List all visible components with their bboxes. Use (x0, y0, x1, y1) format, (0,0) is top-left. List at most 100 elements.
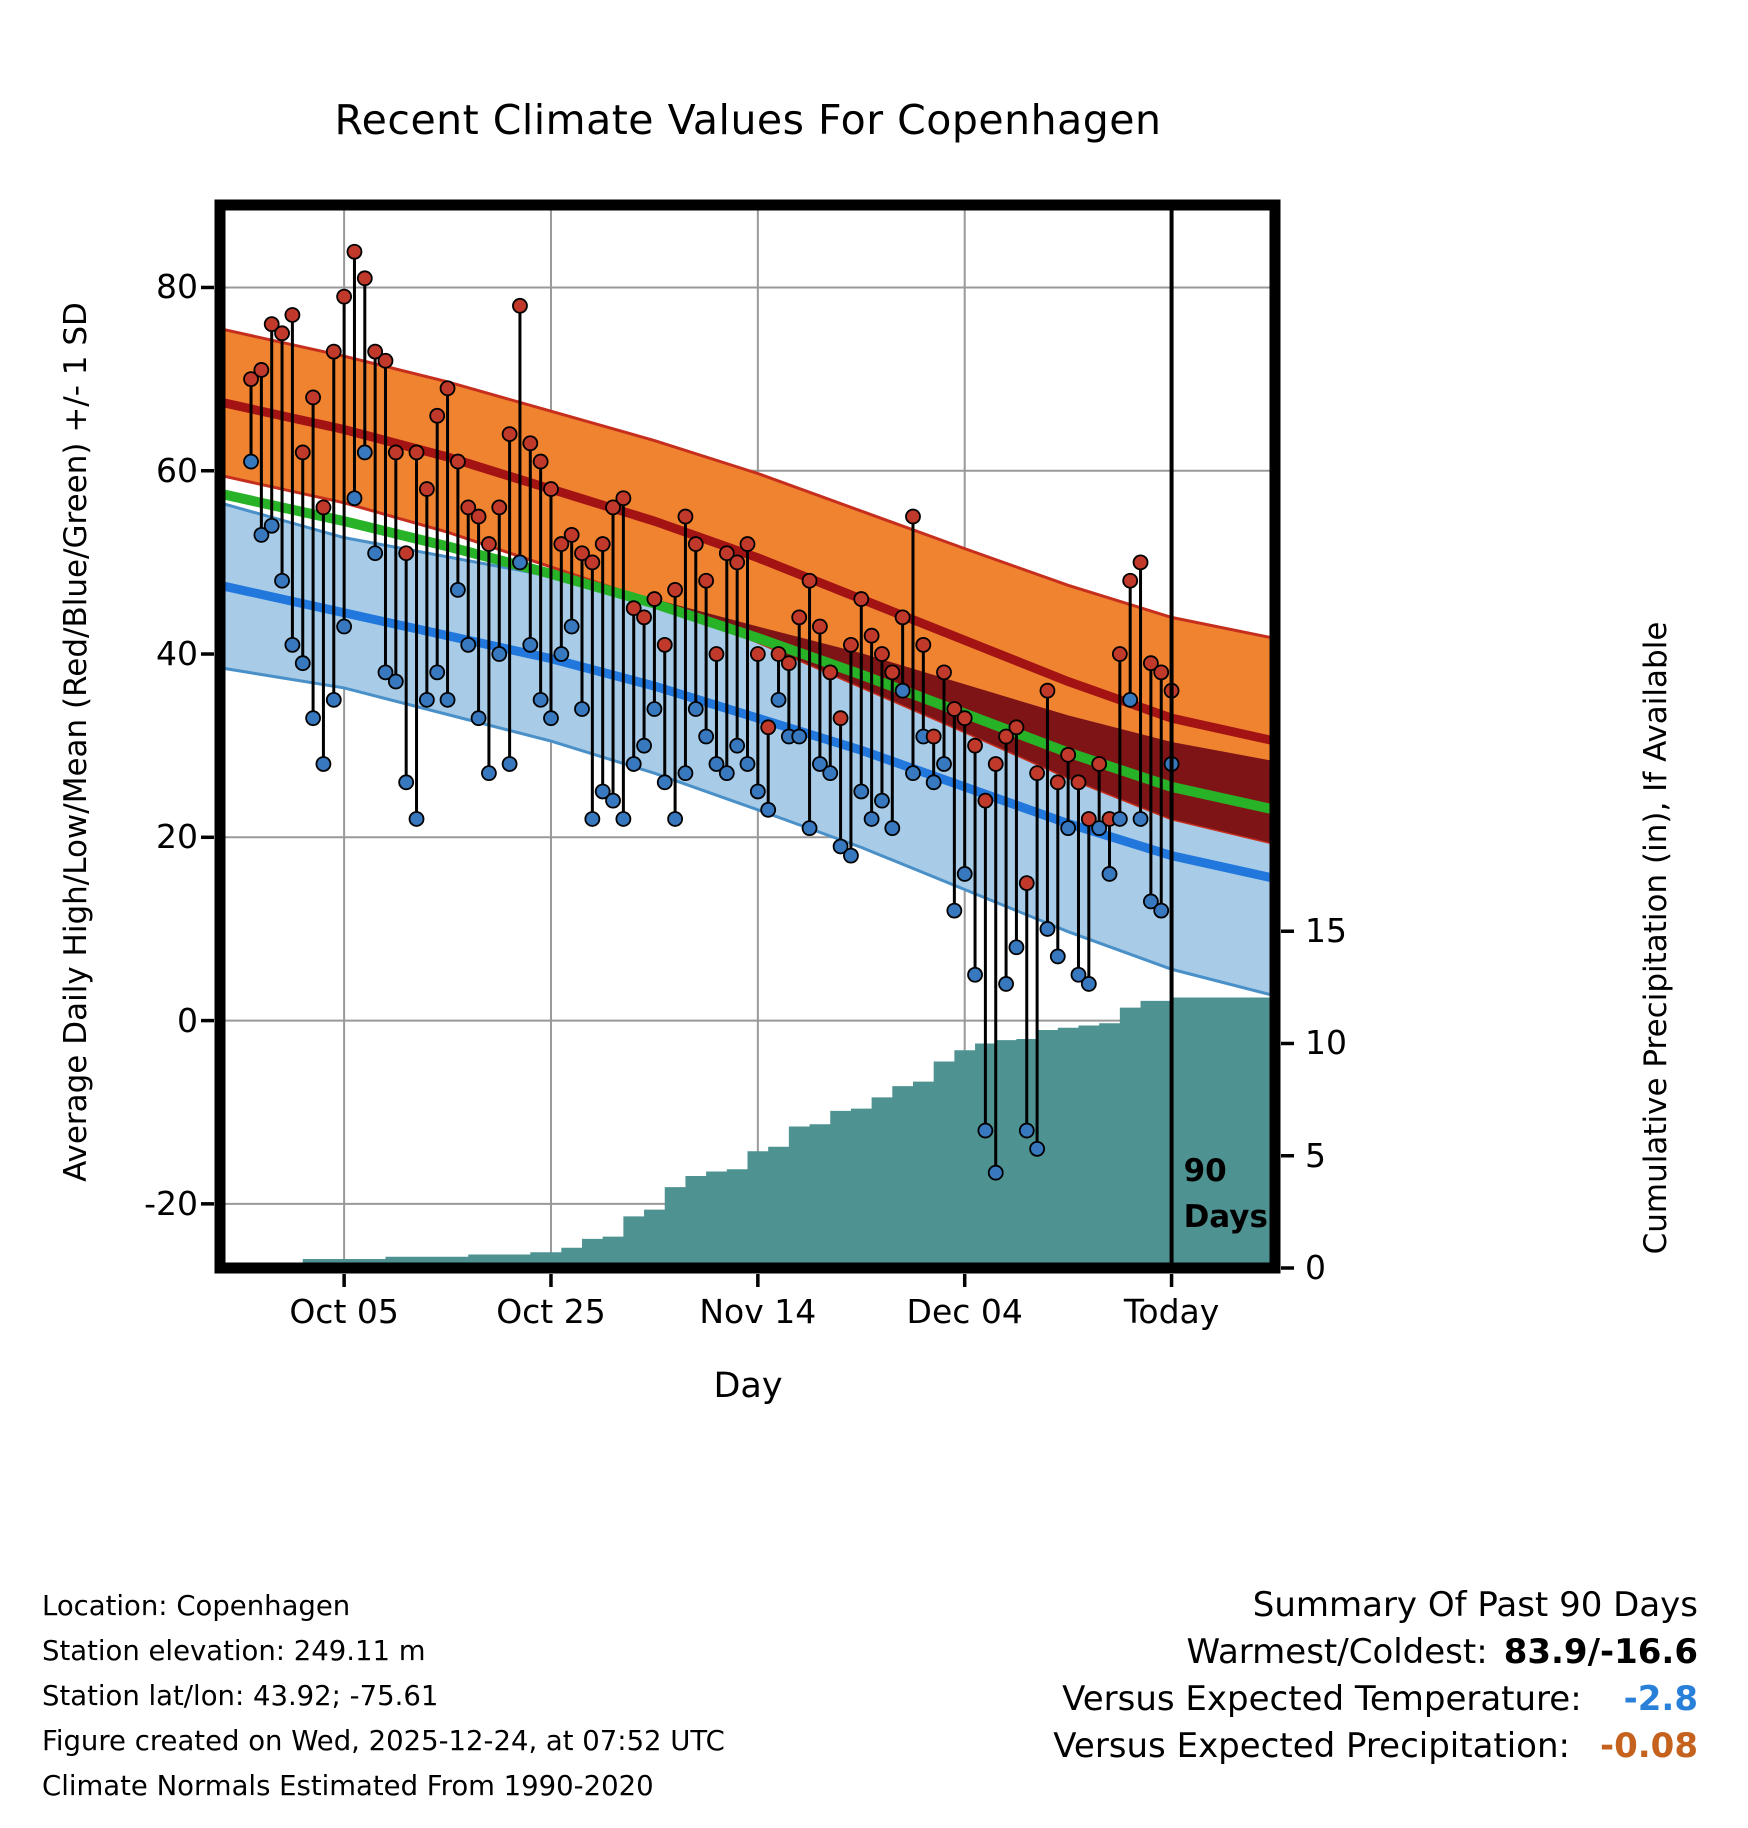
daily-low-dot (501, 756, 518, 772)
daily-high-dot (812, 618, 828, 635)
daily-high-dot (1060, 746, 1077, 763)
y-left-tick-label: 0 (177, 1000, 198, 1040)
daily-high-dot (501, 426, 518, 442)
y-left-tick-label: 40 (156, 634, 198, 674)
daily-high-dot (998, 728, 1014, 745)
daily-high-dot (915, 636, 932, 653)
climate-plot: 90 Days (201, 199, 1294, 1287)
daily-low-dot (625, 756, 642, 772)
daily-high-dot (377, 352, 394, 369)
daily-high-dot (791, 609, 808, 626)
daily-low-dot (956, 866, 973, 882)
daily-high-low-whiskers (243, 243, 1180, 1181)
summary-value-warmest-coldest: 83.9/-16.6 (1503, 1632, 1698, 1672)
daily-low-dot (656, 774, 673, 791)
daily-low-dot (853, 783, 870, 800)
daily-high-dot (408, 444, 425, 461)
y-left-tick-label: 20 (156, 817, 198, 857)
daily-low-dot (770, 691, 787, 708)
daily-low-dot (1080, 976, 1097, 992)
daily-low-dot (470, 710, 487, 727)
daily-high-dot (387, 444, 404, 461)
daily-low-dot (739, 756, 756, 772)
daily-high-dot (429, 407, 446, 424)
daily-high-dot (636, 609, 652, 626)
daily-high-dot (760, 719, 777, 736)
daily-low-dot (801, 820, 818, 837)
daily-low-dot (1070, 966, 1087, 983)
daily-high-dot (398, 545, 415, 562)
daily-high-dot (698, 572, 715, 589)
daily-high-dot (439, 380, 456, 397)
daily-high-dot (315, 499, 332, 516)
summary-row-vs-temperature: Versus Expected Temperature: -2.8 (1053, 1676, 1698, 1723)
daily-low-dot (905, 765, 921, 782)
x-tick-label: Oct 25 (496, 1292, 606, 1331)
x-axis-title: Day (713, 1366, 783, 1406)
daily-low-dot (584, 811, 601, 827)
daily-low-dot (356, 444, 373, 461)
meta-location: Location: Copenhagen (42, 1590, 351, 1622)
daily-high-dot (605, 499, 621, 516)
daily-high-dot (584, 554, 601, 571)
daily-low-dot (925, 774, 942, 791)
daily-high-dot (739, 536, 756, 552)
daily-low-dot (698, 728, 715, 745)
daily-low-dot (377, 664, 394, 681)
summary-row-vs-precipitation: Versus Expected Precipitation: -0.08 (1053, 1723, 1698, 1770)
figure-metadata: Location: Copenhagen Station elevation: … (42, 1584, 725, 1809)
daily-low-dot (843, 847, 859, 864)
daily-low-dot (832, 838, 849, 855)
y-right-tick-label: 10 (1305, 1023, 1347, 1063)
daily-high-dot (481, 536, 497, 552)
svg-text:Days: Days (1184, 1199, 1268, 1235)
daily-low-dot (594, 783, 611, 800)
y-right-tick-label: 0 (1305, 1248, 1326, 1287)
daily-low-dot (718, 765, 735, 782)
y-left-tick-label: 60 (156, 450, 198, 490)
daily-low-dot (977, 1122, 994, 1139)
y-left-tick-label: 80 (156, 267, 198, 307)
y-left-tick-label: -20 (144, 1183, 198, 1223)
summary-value-vs-temperature: -2.8 (1623, 1679, 1698, 1719)
svg-text:90: 90 (1184, 1153, 1227, 1189)
meta-latlon: Station lat/lon: 43.92; -75.61 (42, 1680, 439, 1712)
daily-low-dot (294, 655, 311, 672)
daily-low-dot (729, 737, 746, 754)
daily-low-dot (512, 554, 528, 571)
daily-high-dot (656, 636, 673, 653)
daily-low-dot (615, 811, 632, 827)
daily-high-dot (543, 481, 559, 497)
daily-high-dot (729, 554, 746, 571)
daily-high-dot (687, 536, 704, 552)
daily-low-dot (708, 756, 725, 772)
meta-elevation: Station elevation: 249.11 m (42, 1635, 426, 1667)
x-tick-label: Dec 04 (906, 1292, 1023, 1331)
daily-low-dot (325, 691, 342, 708)
daily-high-dot (801, 572, 818, 589)
daily-low-dot (253, 526, 270, 543)
daily-low-dot (967, 966, 983, 983)
daily-low-dot (1029, 1140, 1046, 1157)
daily-low-dot (1111, 811, 1128, 827)
daily-high-dot (667, 581, 683, 598)
daily-high-dot (874, 646, 890, 662)
daily-high-dot (284, 307, 301, 323)
daily-high-dot (263, 316, 280, 333)
daily-low-dot (346, 490, 363, 507)
daily-high-dot (449, 453, 466, 470)
daily-low-dot (398, 774, 415, 791)
daily-low-dot (491, 646, 508, 662)
daily-high-dot (884, 664, 901, 681)
daily-low-dot (336, 618, 353, 635)
daily-low-dot (1039, 921, 1056, 937)
daily-low-dot (812, 756, 828, 772)
axis-tick-marks (201, 285, 1294, 1287)
daily-low-dot (822, 765, 839, 782)
summary-label: Versus Expected Temperature: (1062, 1679, 1582, 1719)
daily-low-dot (1091, 820, 1108, 837)
daily-low-dot (884, 820, 901, 837)
daily-low-dot (1008, 939, 1025, 956)
daily-low-dot (305, 710, 321, 727)
